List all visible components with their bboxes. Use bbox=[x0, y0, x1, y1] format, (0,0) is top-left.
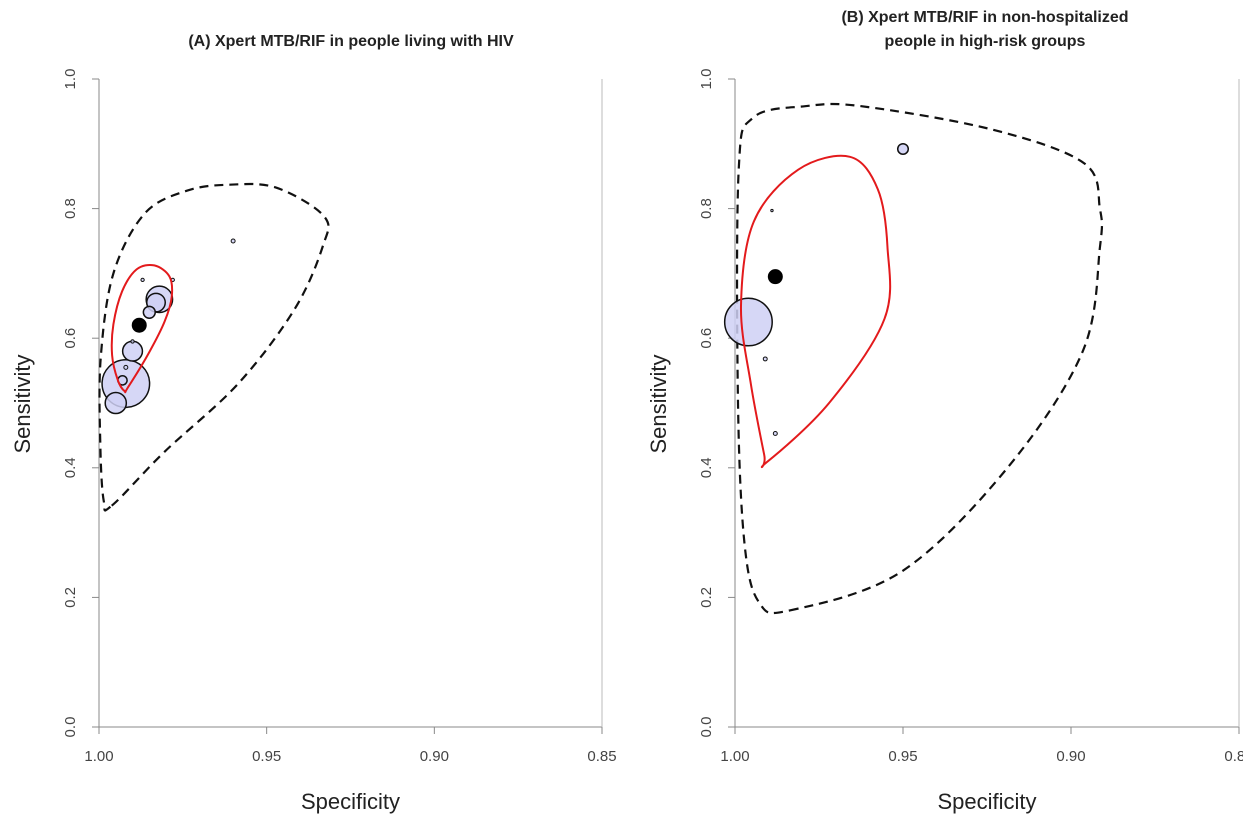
study-point bbox=[104, 391, 128, 415]
panel-b: (B) Xpert MTB/RIF in non-hospitalized peo… bbox=[646, 9, 1243, 814]
confidence-region bbox=[110, 263, 174, 394]
prediction-region bbox=[98, 182, 330, 512]
x-tick-label: 0.90 bbox=[420, 748, 449, 765]
x-tick-label: 1.00 bbox=[84, 748, 113, 765]
study-point bbox=[770, 208, 774, 213]
study-point bbox=[723, 297, 773, 347]
study-point bbox=[762, 356, 768, 362]
y-tick-label: 1.0 bbox=[62, 69, 79, 90]
prediction-region bbox=[735, 102, 1104, 615]
y-tick-label: 0.4 bbox=[698, 457, 715, 478]
x-tick-label: 0.85 bbox=[1224, 748, 1243, 765]
confidence-region bbox=[739, 154, 892, 469]
y-tick-label: 0.2 bbox=[698, 587, 715, 608]
study-point bbox=[142, 305, 156, 319]
chart-title-line: people in high-risk groups bbox=[885, 33, 1086, 50]
y-tick-label: 0.8 bbox=[62, 198, 79, 219]
y-tick-label: 0.8 bbox=[698, 198, 715, 219]
x-tick-label: 0.90 bbox=[1056, 748, 1085, 765]
study-point bbox=[121, 340, 144, 362]
x-axis-label: Specificity bbox=[301, 789, 400, 814]
x-tick-label: 0.95 bbox=[888, 748, 917, 765]
study-point bbox=[130, 339, 135, 344]
study-point bbox=[123, 364, 129, 370]
y-tick-label: 0.6 bbox=[62, 328, 79, 349]
y-axis-label: Sensitivity bbox=[646, 354, 671, 453]
y-tick-label: 0.6 bbox=[698, 328, 715, 349]
summary-point bbox=[131, 317, 147, 333]
y-axis-label: Sensitivity bbox=[10, 354, 35, 453]
y-tick-label: 0.0 bbox=[698, 717, 715, 738]
x-axis-label: Specificity bbox=[937, 789, 1036, 814]
study-point bbox=[896, 142, 910, 156]
y-tick-label: 1.0 bbox=[698, 69, 715, 90]
chart-title-line: (A) Xpert MTB/RIF in people living with … bbox=[188, 33, 514, 50]
x-tick-label: 1.00 bbox=[720, 748, 749, 765]
y-tick-label: 0.2 bbox=[62, 587, 79, 608]
study-point bbox=[230, 238, 236, 244]
study-point bbox=[772, 430, 778, 436]
y-tick-label: 0.0 bbox=[62, 717, 79, 738]
x-tick-label: 0.85 bbox=[587, 748, 616, 765]
panel-a: (A) Xpert MTB/RIF in people living with … bbox=[10, 33, 617, 814]
study-point bbox=[140, 277, 145, 283]
x-tick-label: 0.95 bbox=[252, 748, 281, 765]
chart-title-line: (B) Xpert MTB/RIF in non-hospitalized bbox=[841, 9, 1128, 26]
y-tick-label: 0.4 bbox=[62, 457, 79, 478]
summary-point bbox=[767, 269, 783, 285]
